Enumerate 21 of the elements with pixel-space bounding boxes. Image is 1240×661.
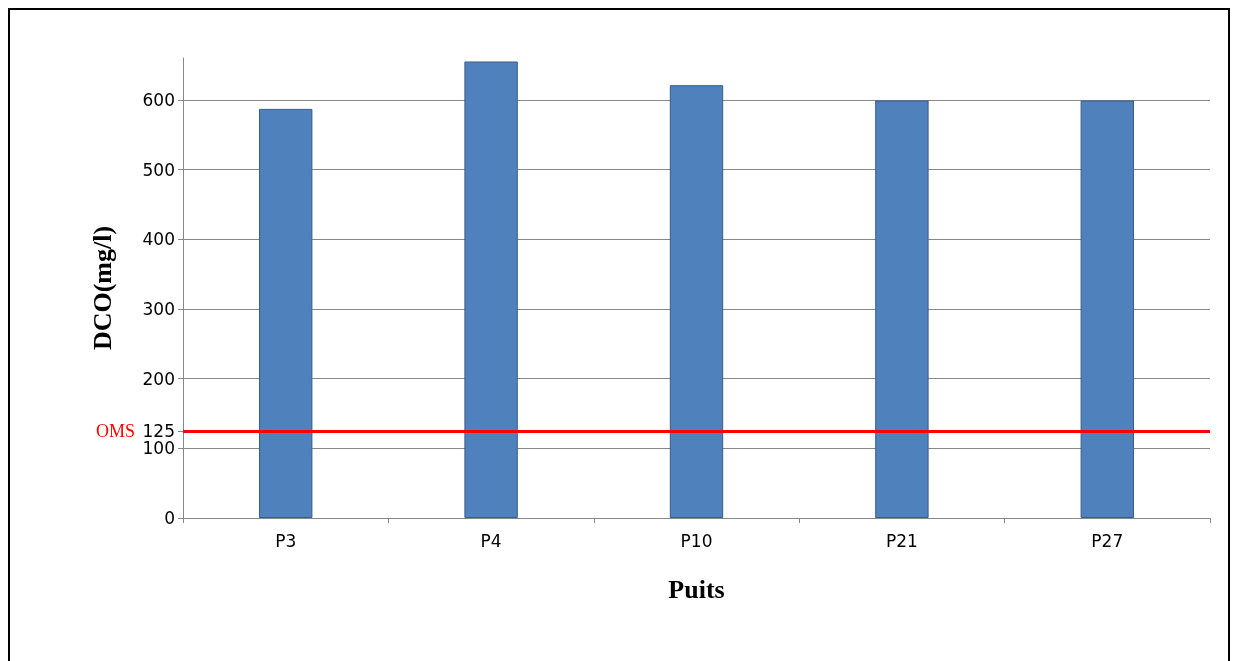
x-tick-label: P27: [1091, 530, 1124, 551]
y-tick-label: 400: [142, 229, 175, 250]
y-tick-label: 500: [142, 159, 175, 180]
bar: [875, 100, 929, 518]
bar: [1080, 100, 1134, 518]
bar: [669, 85, 724, 518]
x-tick-label: P21: [885, 530, 918, 551]
x-axis-title: Puits: [668, 574, 725, 604]
bar: [464, 61, 518, 518]
y-tick-label: 300: [142, 298, 175, 319]
bar: [259, 108, 313, 518]
x-tick-label: P10: [680, 530, 713, 551]
x-tick-label: P3: [275, 530, 297, 551]
y-tick-label: 200: [142, 368, 175, 389]
y-tick-label: 125: [142, 420, 175, 441]
ref-line-label: OMS: [95, 420, 135, 441]
y-tick-label: 0: [164, 508, 175, 528]
y-tick-label: 600: [142, 89, 175, 110]
x-tick-label: P4: [480, 530, 502, 551]
y-axis-title: DCO(mg/l): [87, 225, 117, 351]
y-tick-label: 100: [142, 438, 175, 459]
